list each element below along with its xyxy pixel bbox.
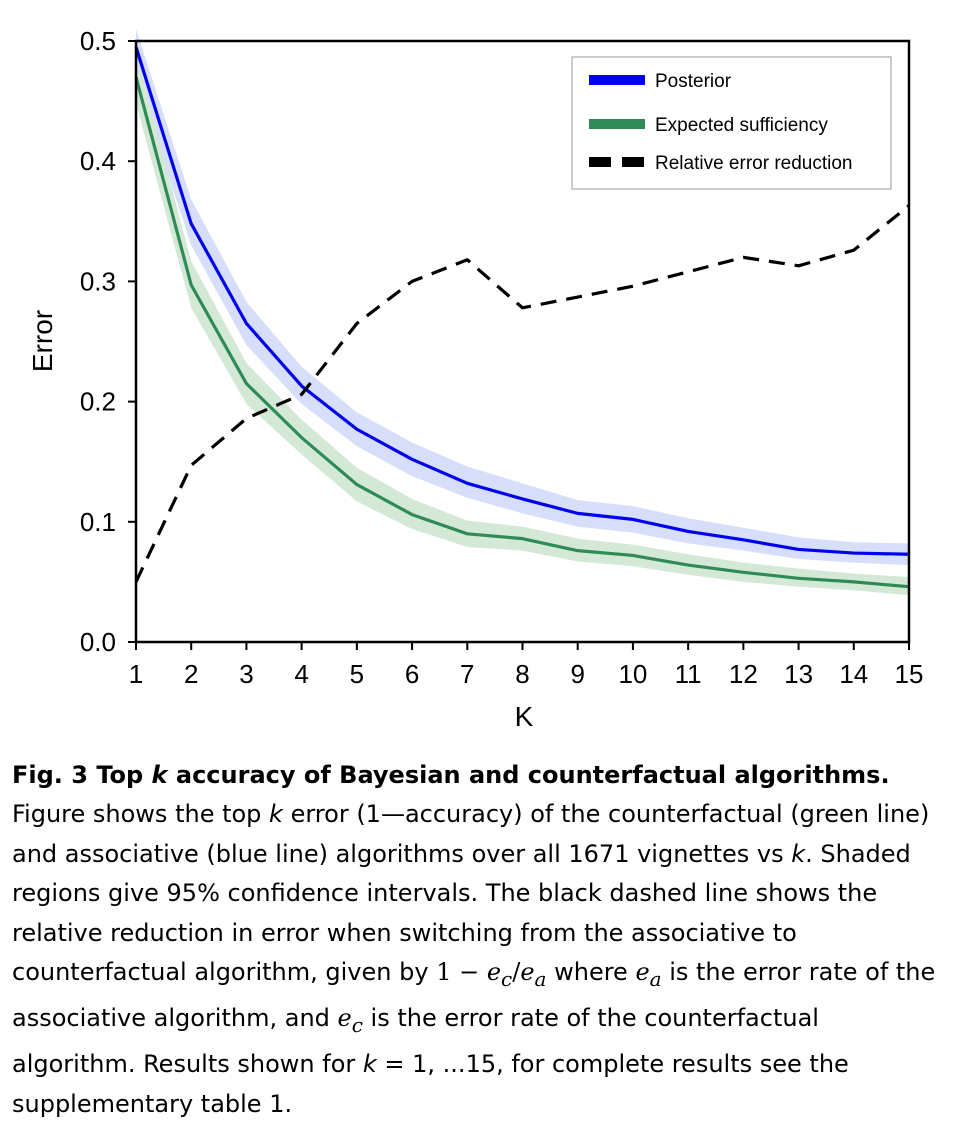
x-tick-label: 6 (405, 659, 419, 689)
y-tick-label: 0.5 (80, 26, 116, 56)
x-tick-label: 7 (460, 659, 474, 689)
legend: Posterior Expected sufficiency Relative … (571, 56, 892, 190)
y-tick-label: 0.3 (80, 266, 116, 296)
x-tick-label: 12 (729, 659, 758, 689)
y-tick-label: 0.0 (80, 627, 116, 657)
x-tick-label: 13 (784, 659, 813, 689)
series-lines (134, 46, 911, 589)
x-tick-label: 3 (239, 659, 253, 689)
x-tick-label: 10 (618, 659, 647, 689)
x-tick-label: 2 (184, 659, 198, 689)
legend-label-expected-sufficiency: Expected sufficiency (655, 115, 828, 136)
caption-title: Fig. 3 Top k accuracy of Bayesian and co… (12, 761, 890, 789)
y-axis-label: Error (27, 310, 58, 372)
x-tick-label: 4 (294, 659, 308, 689)
legend-label-relative-error-reduction: Relative error reduction (655, 153, 852, 174)
x-tick-label: 8 (515, 659, 529, 689)
x-tick-label: 15 (895, 659, 924, 689)
x-tick-label: 9 (570, 659, 584, 689)
y-tick-label: 0.1 (80, 507, 116, 537)
series-line-relative-error-reduction (134, 204, 911, 583)
formula: 1 − ec/ea (436, 958, 547, 991)
series-line-posterior (134, 46, 910, 556)
series-line-expected-sufficiency (134, 76, 910, 589)
error-chart: 1 2 3 4 5 6 7 8 9 10 11 12 13 14 150.00.10.20.30.40.5 … (27, 26, 924, 732)
x-tick-label: 11 (675, 659, 702, 689)
y-tick-label: 0.4 (80, 146, 116, 176)
x-axis-label: K (515, 701, 534, 732)
y-tick-label: 0.2 (80, 387, 116, 417)
legend-label-posterior: Posterior (655, 71, 732, 92)
x-tick-label: 1 (129, 659, 143, 689)
x-tick-label: 5 (350, 659, 364, 689)
figure-caption: Fig. 3 Top k accuracy of Bayesian and co… (12, 756, 948, 1124)
axis-ticks: 1 2 3 4 5 6 7 8 9 10 11 12 13 14 150.00.10.20.30.40.5 (80, 26, 924, 689)
x-tick-label: 14 (839, 659, 868, 689)
caption-body: Figure shows the top k error (1—accuracy… (12, 800, 936, 1118)
